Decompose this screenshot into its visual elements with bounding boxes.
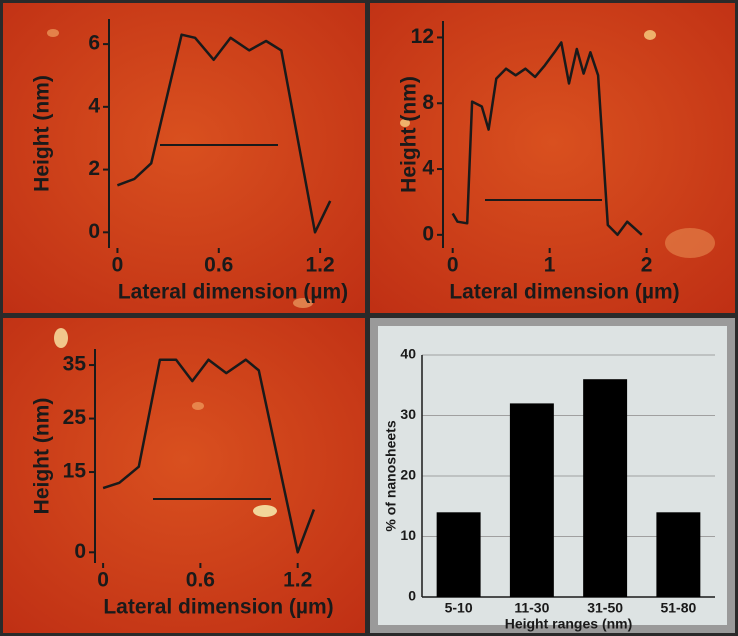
afm-feature: [54, 328, 68, 348]
y-tick-label: 2: [88, 157, 100, 180]
y-tick-label: 12: [411, 25, 434, 48]
panel-c: 0 15 25 35 0 0.6 1.2 Lateral dimension (µm) Heig…: [3, 318, 365, 633]
y-axis-label: Height (nm): [31, 398, 54, 515]
y-tick-label: 40: [400, 346, 416, 362]
y-axis-label: Height (nm): [31, 75, 54, 192]
x-axis-label: Lateral dimension (µm): [449, 281, 679, 304]
y-tick-label: 20: [400, 467, 416, 483]
x-tick-label: 2: [641, 254, 653, 277]
afm-feature: [47, 29, 59, 37]
bar: [656, 512, 701, 597]
y-tick-label: 4: [422, 157, 434, 180]
y-tick-label: 10: [400, 527, 416, 543]
x-tick-label: 0: [447, 254, 459, 277]
x-axis-label: Height ranges (nm): [505, 616, 633, 632]
x-tick-label: 1.2: [306, 254, 335, 277]
y-tick-label: 8: [422, 91, 434, 114]
y-tick-label: 0: [422, 222, 434, 245]
y-tick-label: 4: [88, 94, 100, 117]
y-tick-label: 0: [74, 540, 86, 563]
y-tick-label: 25: [63, 406, 87, 429]
x-tick-label: 1.2: [283, 569, 312, 592]
bar: [583, 379, 628, 597]
profile-line: [102, 358, 316, 554]
bar: [509, 403, 554, 597]
afm-feature: [665, 228, 715, 258]
y-tick-label: 0: [408, 588, 416, 604]
panel-d: 0 10 20 30 40 5-10 11-30 31-50 51-80 Height range…: [370, 318, 735, 633]
x-tick-label: 31-50: [587, 600, 623, 616]
x-axis-label: Lateral dimension (µm): [118, 281, 348, 304]
x-tick-label: 0.6: [186, 569, 215, 592]
y-tick-label: 0: [88, 220, 100, 243]
afm-feature: [644, 30, 656, 40]
y-tick-label: 15: [63, 460, 87, 483]
profile-line: [116, 33, 332, 234]
x-tick-label: 1: [544, 254, 556, 277]
y-axis-label: % of nanosheets: [383, 420, 399, 531]
y-tick-label: 6: [88, 32, 100, 55]
y-tick-label: 35: [63, 353, 87, 376]
x-tick-label: 11-30: [514, 600, 549, 616]
afm-feature: [192, 402, 204, 410]
afm-feature: [400, 119, 410, 127]
x-tick-label: 0: [112, 254, 124, 277]
x-tick-label: 0: [97, 569, 109, 592]
x-tick-label: 5-10: [445, 600, 473, 616]
bar: [436, 512, 481, 597]
profile-line: [451, 41, 643, 237]
afm-image: [3, 3, 365, 313]
y-axis-label: Height (nm): [398, 76, 421, 193]
x-axis-label: Lateral dimension (µm): [103, 596, 333, 619]
panel-a: 0 2 4 6 0 0.6 1.2 Lateral dimension (µm) Height …: [3, 3, 365, 313]
afm-feature: [293, 298, 313, 308]
x-tick-label: 51-80: [660, 600, 696, 616]
afm-feature: [253, 505, 277, 517]
y-tick-label: 30: [400, 406, 416, 422]
x-tick-label: 0.6: [204, 254, 233, 277]
